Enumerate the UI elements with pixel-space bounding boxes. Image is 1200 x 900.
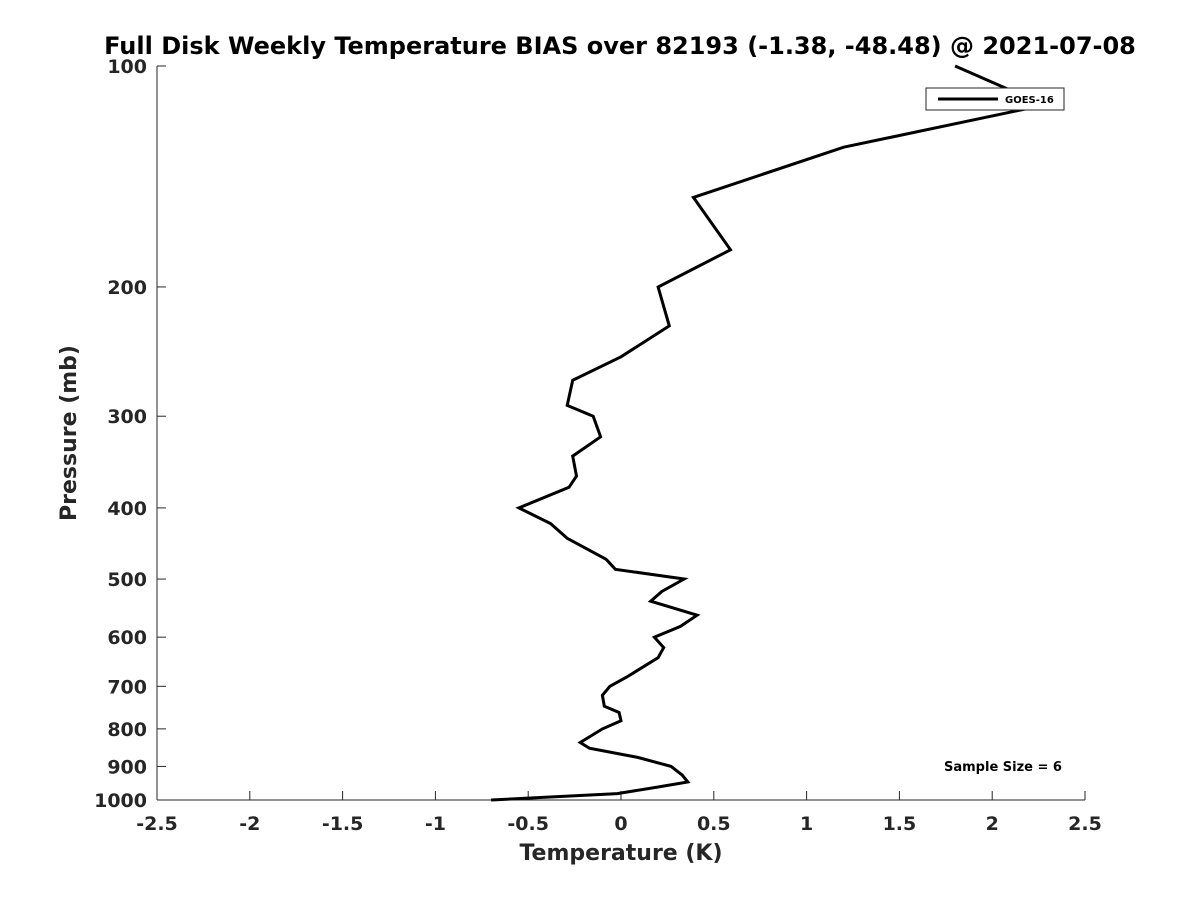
x-tick-label: 2.5 — [1068, 813, 1102, 835]
y-axis-label: Pressure (mb) — [57, 345, 82, 521]
x-axis-label: Temperature (K) — [519, 841, 722, 866]
y-tick-label: 800 — [107, 719, 147, 741]
y-tick-label: 500 — [107, 569, 147, 591]
x-tick-label: -1 — [425, 813, 446, 835]
y-tick-label: 200 — [107, 277, 147, 299]
y-tick-label: 600 — [107, 627, 147, 649]
y-tick-label: 1000 — [94, 790, 147, 812]
chart-title: Full Disk Weekly Temperature BIAS over 8… — [104, 32, 1136, 60]
x-tick-label: -2.5 — [136, 813, 178, 835]
y-tick-label: 400 — [107, 498, 147, 520]
x-tick-label: 2 — [986, 813, 999, 835]
x-tick-label: -1.5 — [322, 813, 364, 835]
x-ticks: -2.5 -2 -1.5 -1 -0.5 0 0.5 1 1.5 2 2.5 — [136, 791, 1102, 835]
series-layer — [491, 64, 1050, 802]
x-tick-label: 0 — [614, 813, 627, 835]
axes — [156, 66, 1085, 801]
y-tick-label: 300 — [107, 406, 147, 428]
sample-size-annotation: Sample Size = 6 — [944, 760, 1062, 775]
y-tick-label: 700 — [107, 676, 147, 698]
x-tick-label: -0.5 — [507, 813, 549, 835]
legend: GOES-16 — [925, 87, 1065, 111]
x-tick-label: 1 — [800, 813, 813, 835]
x-tick-label: -2 — [239, 813, 260, 835]
y-tick-label: 100 — [107, 56, 147, 78]
x-tick-label: 0.5 — [697, 813, 731, 835]
legend-label: GOES-16 — [1005, 95, 1054, 106]
series-line-goes-16 — [491, 64, 1050, 802]
y-ticks: 100 200 300 400 500 600 700 800 900 1000 — [94, 56, 166, 812]
y-tick-label: 900 — [107, 756, 147, 778]
x-tick-label: 1.5 — [883, 813, 917, 835]
